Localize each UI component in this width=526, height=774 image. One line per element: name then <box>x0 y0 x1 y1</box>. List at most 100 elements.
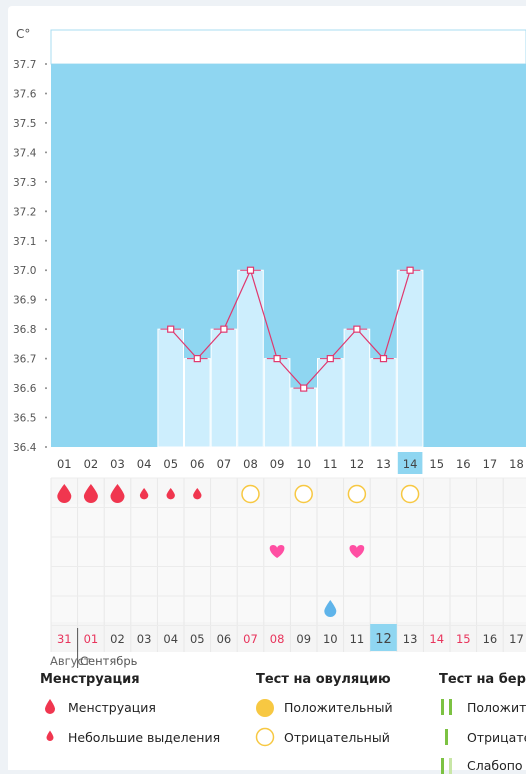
heart-icon <box>349 545 365 558</box>
date-label: 11 <box>350 632 365 646</box>
y-tick-label: 36.4 <box>13 442 37 454</box>
temperature-bar <box>370 358 397 448</box>
y-tick-label: 36.7 <box>13 354 36 366</box>
cycle-day-label: 06 <box>190 457 205 471</box>
date-label: 17 <box>509 632 524 646</box>
date-label: 12 <box>375 632 392 647</box>
date-row-background <box>51 622 526 652</box>
date-label: 05 <box>190 632 205 646</box>
date-label: 01 <box>84 632 99 646</box>
cycle-day-label: 15 <box>429 457 444 471</box>
y-unit-label: C° <box>16 27 30 41</box>
date-label: 31 <box>57 632 72 646</box>
date-label: 03 <box>137 632 152 646</box>
menstruation-drop-icon <box>57 484 72 503</box>
cycle-day-label: 10 <box>296 457 311 471</box>
legend-ovulation-positive: Положительный <box>284 700 393 715</box>
temperature-point <box>220 325 228 333</box>
heart-icon <box>269 545 285 558</box>
temperature-bar <box>317 358 344 448</box>
temperature-point <box>193 355 201 363</box>
legend-ovulation-title: Тест на овуляцию <box>256 672 391 687</box>
ovulation-negative-icon <box>347 484 367 504</box>
temperature-point <box>353 325 361 333</box>
temperature-point <box>273 355 281 363</box>
legend-menstruation-item: Менструация <box>68 700 156 715</box>
cycle-day-label: 04 <box>137 457 152 471</box>
cycle-day-label: 17 <box>483 457 498 471</box>
date-label: 06 <box>217 632 232 646</box>
cycle-day-label: 13 <box>376 457 391 471</box>
temperature-bar <box>263 358 291 448</box>
temperature-bar <box>290 387 317 448</box>
temperature-point <box>406 266 414 274</box>
date-label: 04 <box>163 632 178 646</box>
y-tick-label: 36.6 <box>13 383 37 395</box>
date-label: 16 <box>483 632 498 646</box>
cycle-day-label: 05 <box>163 457 178 471</box>
date-label: 10 <box>323 632 338 646</box>
legend-pregnancy-title: Тест на бере <box>439 672 526 687</box>
menstruation-drop-icon <box>83 484 98 504</box>
cycle-day-label: 03 <box>110 457 125 471</box>
month-label-august: Август <box>50 654 91 668</box>
y-tick-label: 36.9 <box>13 295 36 307</box>
ovulation-negative-icon <box>241 484 260 504</box>
temperature-chart: C° 36.4 36.5 36.6 36.7 36.8 36.9 37.0 37.1 37.2 37… <box>13 27 526 668</box>
temperature-bar <box>343 328 371 448</box>
marks-area-background <box>51 504 526 622</box>
temperature-bar <box>157 328 184 448</box>
legend-pregnancy-positive: Положит <box>467 700 526 715</box>
today-date-highlight <box>370 624 397 651</box>
legend-pregnancy-negative: Отрицате <box>467 730 526 745</box>
temperature-bar <box>396 269 424 448</box>
y-tick-label: 37.3 <box>13 177 36 189</box>
month-label-september: Сентябрь <box>80 654 138 668</box>
date-label: 02 <box>110 632 125 646</box>
y-tick-label: 36.8 <box>13 324 36 336</box>
light-spotting-drop-icon <box>46 730 54 741</box>
date-label: 07 <box>243 632 258 646</box>
date-label: 08 <box>270 632 285 646</box>
pregnancy-positive-icon <box>441 699 452 715</box>
y-tick-label: 37.5 <box>13 118 36 130</box>
y-tick-label: 37.4 <box>13 147 37 159</box>
plot-top-band <box>50 29 526 65</box>
y-tick-label: 37.2 <box>13 206 36 218</box>
temperature-point <box>379 355 388 363</box>
today-day-highlight <box>397 452 423 474</box>
cycle-day-label: 02 <box>84 457 99 471</box>
temperature-point <box>246 266 255 274</box>
water-drop-icon <box>324 600 337 617</box>
date-label: 15 <box>456 632 471 646</box>
y-tick-label: 37.0 <box>13 265 36 277</box>
cycle-day-label: 18 <box>509 457 524 471</box>
temperature-point <box>300 384 308 392</box>
cycle-day-label: 07 <box>217 457 232 471</box>
legend: Менструация Менструация Небольшие выделе… <box>0 672 526 774</box>
cycle-day-label: 14 <box>403 457 418 471</box>
y-tick-label: 36.5 <box>13 413 36 425</box>
date-label: 09 <box>296 632 311 646</box>
cycle-day-label: 12 <box>350 457 365 471</box>
y-tick-label: 37.1 <box>13 236 36 248</box>
pregnancy-faint-icon <box>441 758 452 774</box>
chart-card: C° 36.4 36.5 36.6 36.7 36.8 36.9 37.0 37.1 37.2 37… <box>8 6 526 770</box>
ovulation-negative-icon <box>294 484 313 504</box>
temperature-line <box>170 268 411 389</box>
positive-test-circle-icon <box>256 699 274 717</box>
cycle-day-label: 16 <box>456 457 471 471</box>
legend-ovulation-negative: Отрицательный <box>284 730 390 745</box>
cycle-day-label: 09 <box>270 457 285 471</box>
light-spotting-drop-icon <box>139 488 149 500</box>
legend-menstruation-title: Менструация <box>40 672 140 687</box>
legend-light-spotting-item: Небольшие выделения <box>68 730 221 745</box>
menstruation-drop-icon <box>110 484 125 504</box>
legend-pregnancy-faint: Слабопо <box>467 758 523 773</box>
y-tick-label: 37.6 <box>13 88 37 100</box>
cycle-day-label: 08 <box>243 457 258 471</box>
temperature-bar <box>210 328 238 448</box>
date-label: 14 <box>429 632 444 646</box>
date-label: 13 <box>403 632 418 646</box>
light-spotting-drop-icon <box>193 488 202 500</box>
